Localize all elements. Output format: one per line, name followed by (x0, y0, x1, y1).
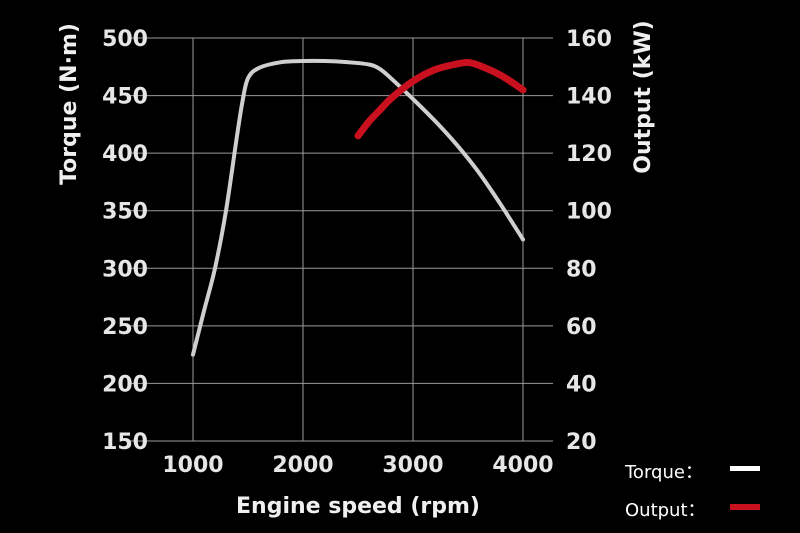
right-tick-label: 80 (566, 257, 597, 282)
right-tick-label: 20 (566, 430, 597, 455)
right-tick-label: 60 (566, 315, 597, 340)
x-tick-label: 1000 (162, 453, 223, 478)
x-tick-label: 3000 (382, 453, 443, 478)
legend: Torque： Output： (624, 462, 760, 521)
chart-series (191, 58, 527, 357)
legend-label-torque: Torque： (624, 462, 703, 483)
left-tick-label: 250 (102, 315, 148, 340)
left-tick-label: 200 (102, 372, 148, 397)
legend-swatch-torque (730, 466, 760, 471)
left-tick-label: 350 (102, 200, 148, 225)
legend-swatch-output (730, 504, 760, 510)
left-axis-ticks: 150 200 250 300 350 400 450 500 (102, 27, 148, 455)
x-axis-label: Engine speed (rpm) (236, 494, 480, 519)
left-tick-label: 300 (102, 257, 148, 282)
left-tick-label: 450 (102, 85, 148, 110)
series-line-torque (191, 58, 525, 357)
right-tick-label: 160 (566, 27, 612, 52)
x-tick-label: 2000 (272, 453, 333, 478)
right-tick-label: 140 (566, 85, 612, 110)
left-axis-label: Torque (N·m) (57, 23, 82, 185)
legend-label-output: Output： (625, 500, 706, 521)
left-tick-label: 500 (102, 27, 148, 52)
right-axis-ticks: 20 40 60 80 100 120 140 160 (566, 27, 612, 455)
right-axis-label: Output (kW) (631, 20, 656, 173)
series-line-output (354, 58, 527, 140)
left-tick-label: 150 (102, 430, 148, 455)
right-tick-label: 120 (566, 142, 612, 167)
x-axis-ticks: 1000 2000 3000 4000 (162, 453, 553, 478)
x-tick-label: 4000 (492, 453, 553, 478)
left-tick-label: 400 (102, 142, 148, 167)
right-tick-label: 100 (566, 200, 612, 225)
right-tick-label: 40 (566, 372, 597, 397)
